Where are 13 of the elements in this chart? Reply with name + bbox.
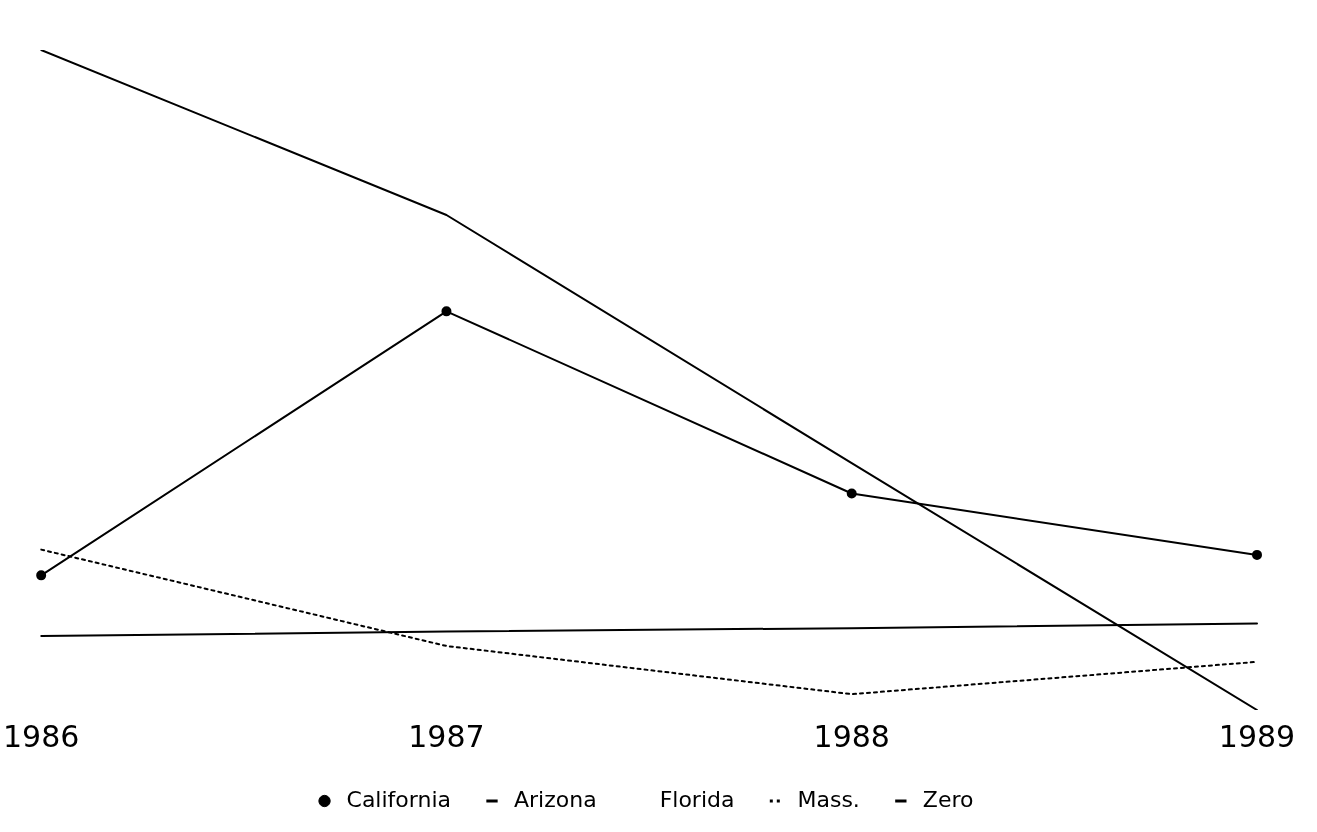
legend-label: California <box>346 786 451 812</box>
legend-label: Zero <box>922 786 974 812</box>
text: Florida <box>659 786 735 812</box>
legend-label: Arizona <box>514 786 597 812</box>
point <box>1252 549 1262 560</box>
point <box>441 306 452 317</box>
x-tick-label: 1987 <box>408 718 485 754</box>
point <box>36 570 47 581</box>
point <box>846 488 857 499</box>
legend-label: Mass. <box>797 786 860 812</box>
x-tick-label: 1986 <box>2 718 80 754</box>
x-tick-label: 1989 <box>1218 718 1296 754</box>
x-tick-label: 1988 <box>813 718 890 754</box>
